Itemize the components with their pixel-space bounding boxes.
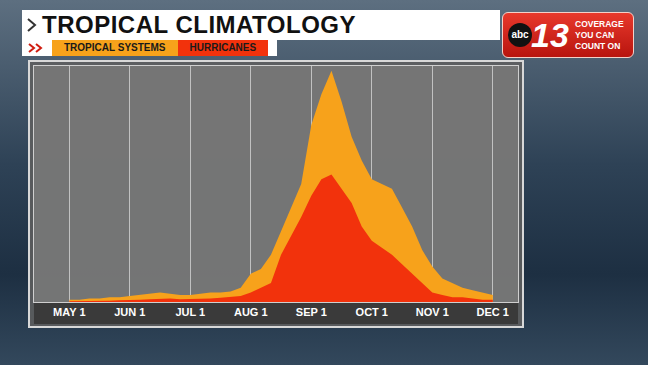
svg-text:SEP 1: SEP 1	[296, 306, 327, 318]
svg-text:AUG 1: AUG 1	[234, 306, 268, 318]
svg-text:MAY 1: MAY 1	[53, 306, 85, 318]
html-text:HURRICANES: HURRICANES	[189, 42, 257, 53]
svg-text:DEC 1: DEC 1	[477, 306, 509, 318]
html-text:COVERAGE: COVERAGE	[575, 19, 624, 29]
svg-text:JUL 1: JUL 1	[175, 306, 205, 318]
svg-text:JUN 1: JUN 1	[114, 306, 145, 318]
html-text:abc: abc	[511, 29, 529, 40]
svg-text:NOV 1: NOV 1	[416, 306, 449, 318]
html-text:YOU CAN: YOU CAN	[575, 30, 615, 40]
html-text:COUNT ON: COUNT ON	[575, 41, 621, 51]
html-text:13: 13	[531, 16, 569, 54]
svg-text:OCT 1: OCT 1	[356, 306, 388, 318]
html-text:TROPICAL CLIMATOLOGY: TROPICAL CLIMATOLOGY	[42, 11, 356, 38]
html-text:TROPICAL SYSTEMS: TROPICAL SYSTEMS	[64, 42, 166, 53]
